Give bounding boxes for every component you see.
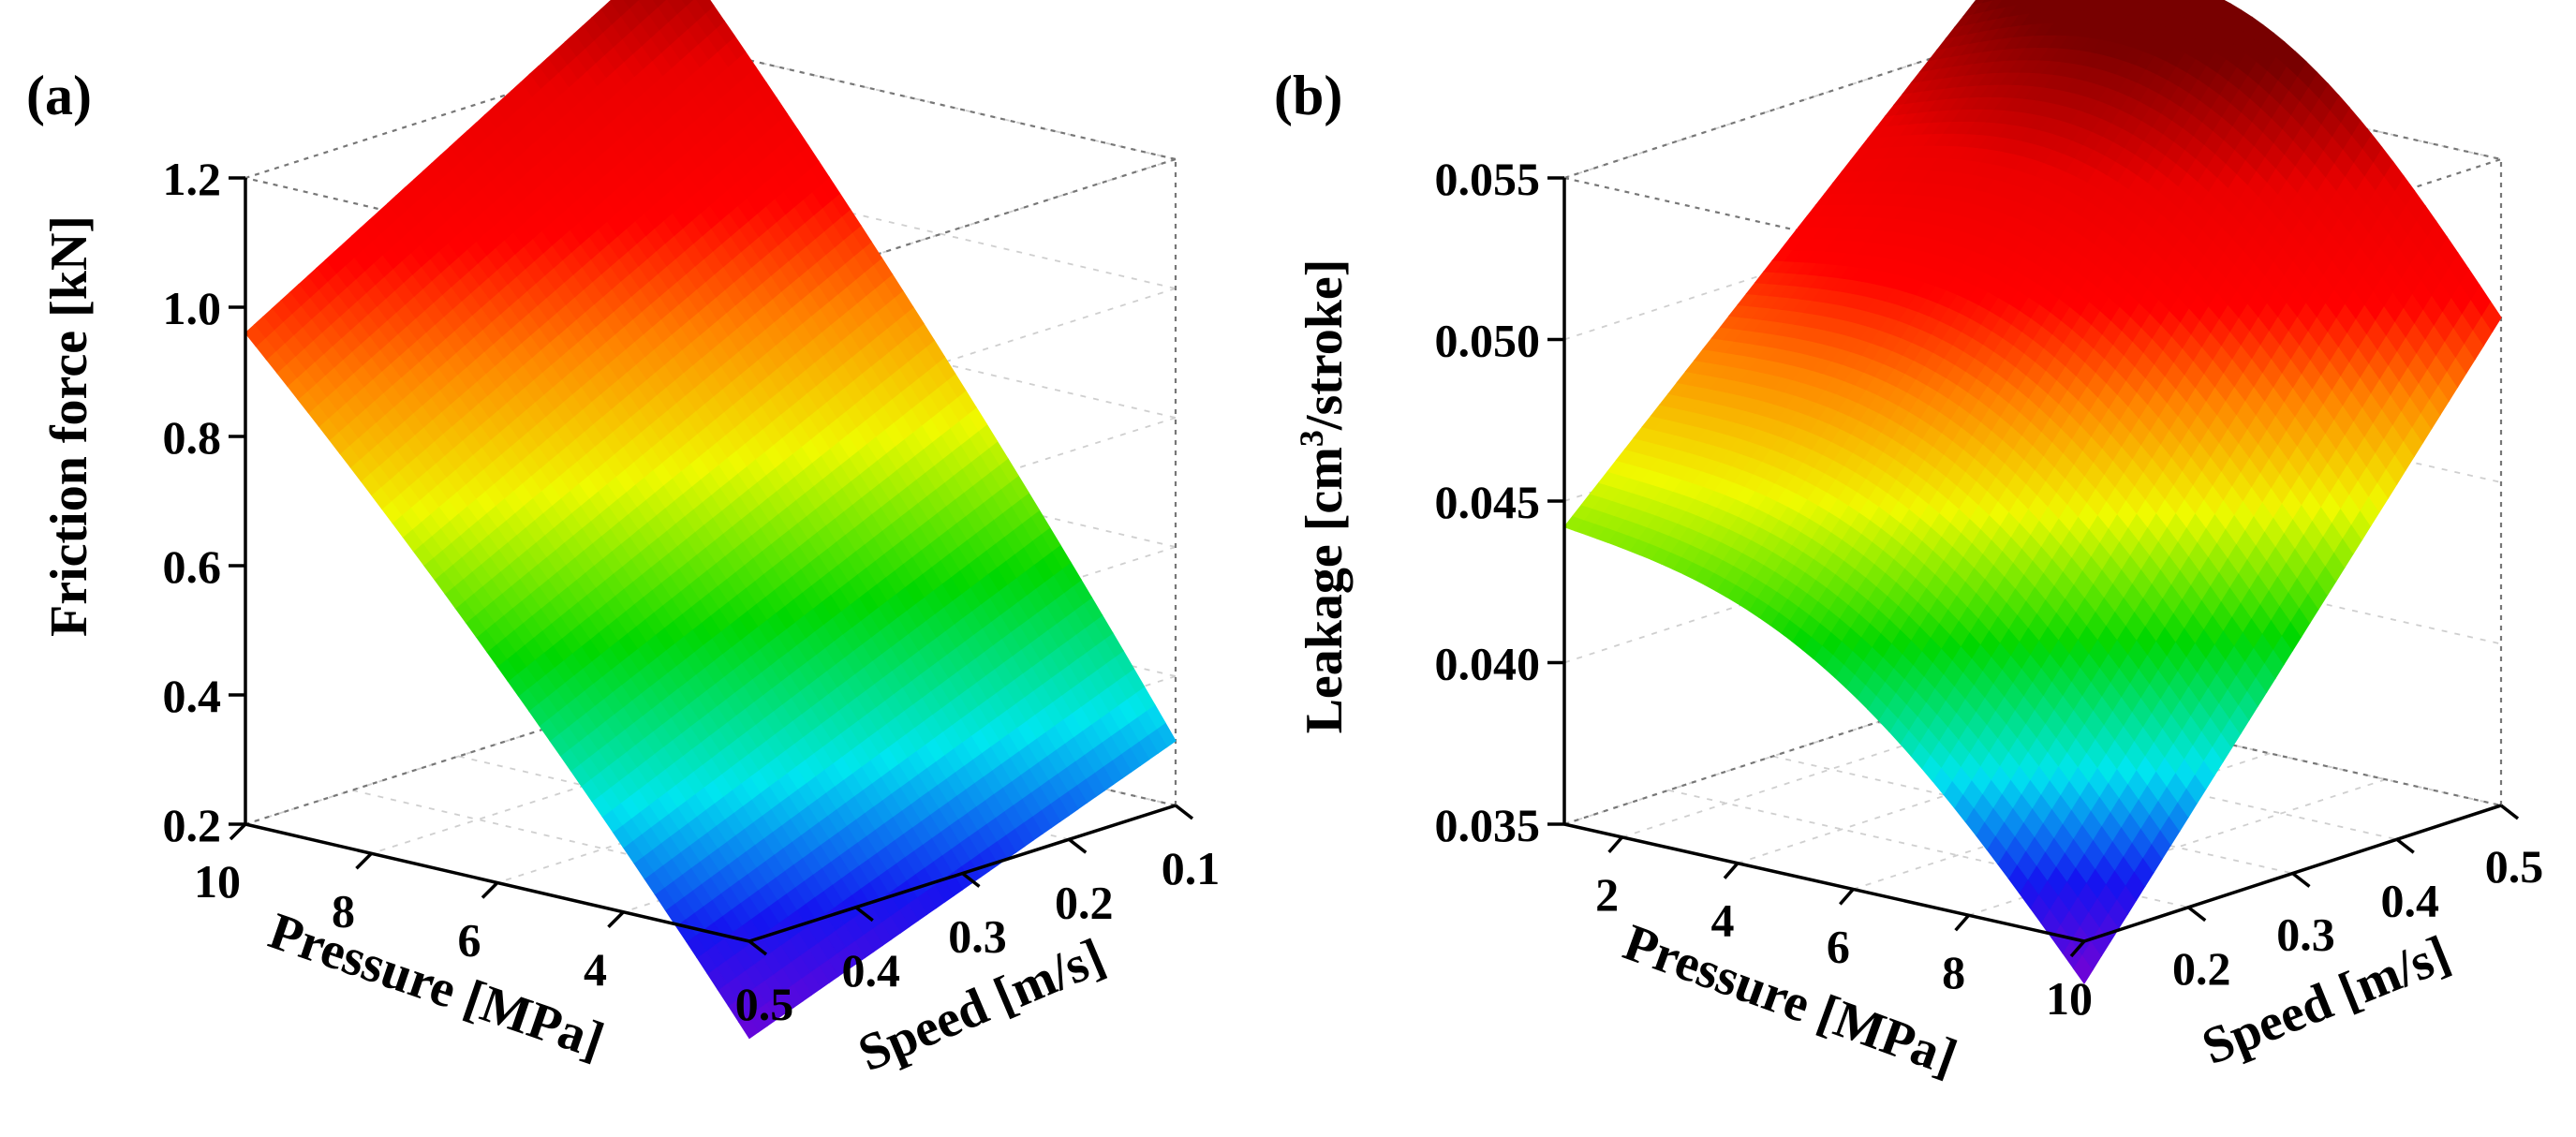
x-tick-label: 4 [1711, 894, 1735, 947]
z-tick-label: 0.035 [1435, 799, 1541, 851]
y-tick-label: 0.2 [2172, 942, 2231, 995]
panel-b-xlabel: Pressure [MPa] [1616, 913, 1963, 1087]
surface-patch [680, 0, 694, 7]
z-tick-label: 0.4 [163, 670, 222, 722]
y-tick-label: 0.1 [1162, 842, 1221, 894]
x-tick [355, 852, 373, 870]
panel-b-zlabel-end: /stroke] [1295, 259, 1354, 432]
box-edge [671, 40, 1177, 161]
y-tick-label: 0.4 [2381, 874, 2440, 926]
z-tick-label: 1.0 [163, 282, 222, 334]
y-tick [2187, 906, 2207, 923]
panel-b: (b) 0.035 0.040 0.045 0.050 0.055 2 4 6 8 10 0.2 0.… [1274, 0, 2543, 1087]
y-tick [1068, 837, 1088, 854]
panel-b-surface [1563, 0, 2502, 984]
surface-patch [665, 0, 687, 16]
y-tick-label: 0.4 [842, 944, 901, 997]
z-tick-label: 0.2 [163, 799, 222, 851]
y-tick [2395, 837, 2415, 854]
x-tick-label: 8 [1942, 946, 1965, 998]
x-tick [1954, 914, 1970, 932]
y-tick-label: 0.5 [735, 978, 794, 1030]
surface-patch [622, 0, 639, 9]
x-tick-label: 10 [2046, 972, 2093, 1025]
z-tick-label: 0.040 [1435, 638, 1541, 690]
z-tick-label: 0.055 [1435, 153, 1541, 205]
z-tick-label: 0.045 [1435, 476, 1541, 528]
x-tick [1607, 835, 1623, 854]
x-tick [229, 822, 247, 841]
x-tick [1723, 862, 1740, 879]
panel-b-zlabel-main: Leakage [cm [1295, 447, 1354, 733]
x-tick-label: 6 [1827, 920, 1850, 972]
y-tick [2499, 804, 2520, 820]
z-tick-label: 1.2 [163, 153, 222, 205]
panel-b-zlabel: Leakage [cm3/stroke] [1293, 259, 1354, 734]
panel-a-xlabel: Pressure [MPa] [262, 902, 612, 1071]
surface-patch [651, 0, 667, 8]
y-tick-label: 0.3 [2276, 908, 2335, 961]
y-tick [2291, 872, 2311, 888]
z-tick-label: 0.8 [163, 411, 222, 464]
surface-patch [694, 0, 715, 15]
panel-a: (a) 0.20.40.60.81.01.2108640.50.40.30.20… [26, 0, 1220, 1083]
panel-b-label: (b) [1274, 65, 1342, 126]
panel-a-label: (a) [26, 65, 92, 126]
panel-a-surface [244, 0, 1177, 1040]
x-tick-label: 4 [584, 943, 607, 996]
z-tick-label: 0.6 [163, 540, 222, 593]
y-tick-label: 0.2 [1055, 876, 1114, 928]
y-tick-label: 0.3 [948, 910, 1007, 963]
z-tick-label: 0.050 [1435, 315, 1541, 367]
panel-b-zlabel-sup: 3 [1293, 430, 1330, 447]
x-tick [1839, 888, 1855, 906]
x-tick-label: 10 [194, 855, 241, 908]
x-tick [481, 881, 499, 899]
y-tick-label: 0.5 [2485, 840, 2544, 893]
x-tick [607, 910, 625, 928]
x-tick-label: 6 [458, 914, 481, 967]
x-tick-label: 2 [1595, 868, 1619, 921]
y-tick [1174, 804, 1194, 820]
panel-a-zlabel: Friction force [kN] [40, 215, 98, 637]
